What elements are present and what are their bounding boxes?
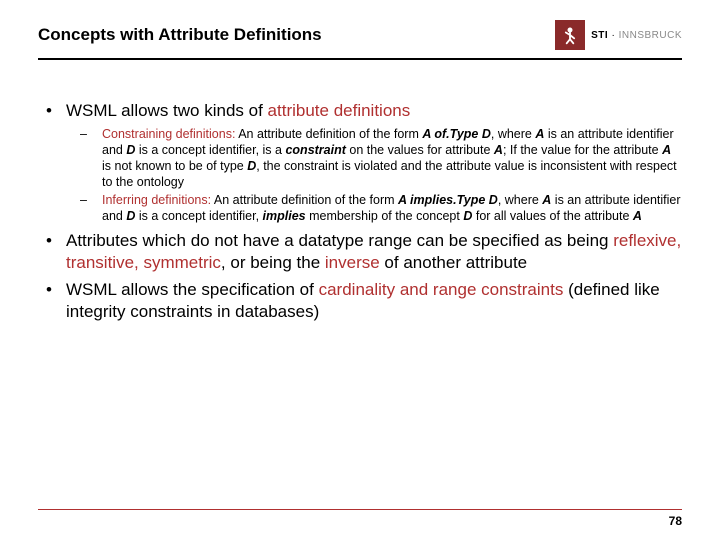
- sub-bullet-item: Constraining definitions: An attribute d…: [66, 126, 682, 190]
- text-segment: , where: [498, 193, 542, 207]
- page-number: 78: [669, 514, 682, 528]
- text-segment: ; If the value for the attribute: [503, 143, 662, 157]
- text-segment: An attribute definition of the form: [211, 193, 398, 207]
- text-segment: is a concept identifier,: [135, 209, 262, 223]
- footer-divider: [38, 509, 682, 510]
- bullet-item: WSML allows two kinds of attribute defin…: [44, 100, 682, 224]
- bullet-item: Attributes which do not have a datatype …: [44, 230, 682, 274]
- logo-brand-rest: INNSBRUCK: [619, 30, 682, 41]
- text-segment: , or being the: [221, 253, 325, 272]
- slide-title: Concepts with Attribute Definitions: [38, 25, 322, 45]
- text-segment: Constraining definitions:: [102, 127, 235, 141]
- bullet-list: WSML allows two kinds of attribute defin…: [44, 100, 682, 323]
- text-segment: for all values of the attribute: [472, 209, 633, 223]
- slide: Concepts with Attribute Definitions STI …: [0, 0, 720, 540]
- text-segment: WSML allows the specification of: [66, 280, 319, 299]
- text-segment: membership of the concept: [306, 209, 464, 223]
- text-segment: cardinality and range constraints: [319, 280, 568, 299]
- sub-bullet-item: Inferring definitions: An attribute defi…: [66, 192, 682, 224]
- text-segment: A: [542, 193, 551, 207]
- text-segment: constraint: [285, 143, 345, 157]
- bullet-item: WSML allows the specification of cardina…: [44, 279, 682, 323]
- logo-text: STI · INNSBRUCK: [591, 30, 682, 41]
- logo-brand-bold: STI: [591, 30, 608, 41]
- text-segment: attribute definitions: [268, 101, 411, 120]
- text-segment: inverse: [325, 253, 380, 272]
- text-segment: implies: [263, 209, 306, 223]
- header-divider: [38, 58, 682, 60]
- text-segment: A: [494, 143, 503, 157]
- text-segment: A implies.Type D: [398, 193, 498, 207]
- text-segment: A: [662, 143, 671, 157]
- text-segment: of another attribute: [380, 253, 527, 272]
- text-segment: on the values for attribute: [346, 143, 494, 157]
- slide-header: Concepts with Attribute Definitions STI …: [38, 20, 682, 50]
- slide-content: WSML allows two kinds of attribute defin…: [38, 100, 682, 323]
- text-segment: Attributes which do not have a datatype …: [66, 231, 613, 250]
- text-segment: A of.Type D: [422, 127, 491, 141]
- sub-bullet-list: Constraining definitions: An attribute d…: [66, 126, 682, 224]
- text-segment: , where: [491, 127, 535, 141]
- text-segment: An attribute definition of the form: [235, 127, 422, 141]
- text-segment: is not known to be of type: [102, 159, 247, 173]
- text-segment: D: [247, 159, 256, 173]
- text-segment: WSML allows two kinds of: [66, 101, 268, 120]
- text-segment: A: [633, 209, 642, 223]
- logo-sep: ·: [608, 30, 618, 41]
- logo: STI · INNSBRUCK: [555, 20, 682, 50]
- text-segment: Inferring definitions:: [102, 193, 211, 207]
- logo-icon: [555, 20, 585, 50]
- text-segment: is a concept identifier, is a: [135, 143, 285, 157]
